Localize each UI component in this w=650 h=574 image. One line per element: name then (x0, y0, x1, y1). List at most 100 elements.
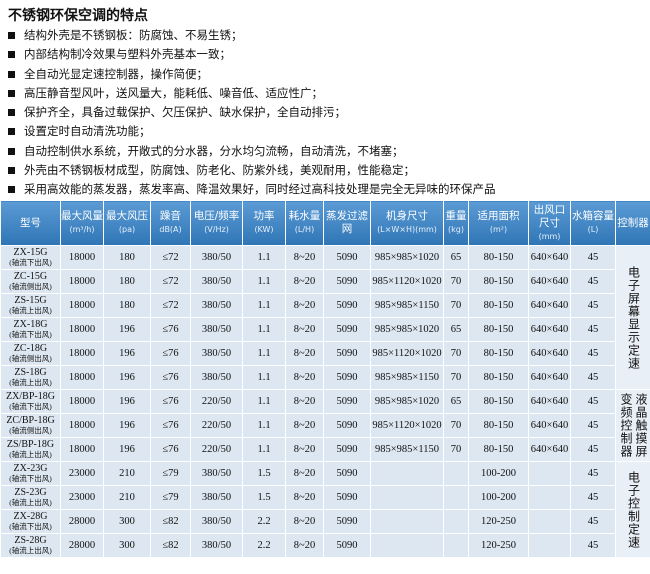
data-cell (370, 485, 444, 510)
table-row: ZS-23G (轴流上出风) 23000 210 ≤79 380/50 1.5 8~20 509… (0, 485, 650, 510)
data-cell: 5090 (323, 437, 371, 462)
data-cell: 985×985×1020 (370, 245, 444, 270)
data-cell: ≤72 (150, 245, 191, 270)
data-cell: 180 (103, 269, 151, 294)
data-cell: 80-150 (468, 365, 529, 390)
data-cell: 70 (443, 365, 469, 390)
data-cell: 8~20 (285, 533, 324, 558)
data-cell: 196 (103, 413, 151, 438)
data-cell: 45 (570, 341, 616, 366)
data-cell: 1.5 (242, 485, 286, 510)
header-name: 控制器 (617, 216, 649, 229)
header-name: 最大风压 (106, 210, 148, 222)
header-unit: (kg) (448, 225, 464, 234)
data-cell: 1.1 (242, 245, 286, 270)
data-cell: 70 (443, 293, 469, 318)
data-cell: 8~20 (285, 269, 324, 294)
data-cell: 8~20 (285, 365, 324, 390)
data-cell: 120-250 (468, 533, 529, 558)
table-row: ZX-18G (轴流下出风) 18000 196 ≤76 380/50 1.1 8~20 509… (0, 317, 650, 342)
header-unit: (pa) (118, 225, 136, 234)
table-row: ZX-23G (轴流下出风) 23000 210 ≤79 380/50 1.5 8~20 509… (0, 461, 650, 558)
data-cell: 1.5 (242, 461, 286, 486)
data-cell: 45 (570, 533, 616, 558)
data-cell: 640×640 (528, 413, 571, 438)
model-cell: ZS/BP-18G (轴流上出风) (0, 437, 61, 462)
model-cell: ZC/BP-18G (轴流侧出风) (0, 413, 61, 438)
data-cell: 65 (443, 317, 469, 342)
table-row: ZX-15G (轴流下出风) 18000 180 ≤72 380/50 1.1 8~20 509… (0, 245, 650, 390)
data-cell: 985×985×1020 (370, 389, 444, 414)
data-cell: 985×1120×1020 (370, 341, 444, 366)
header-name: 最大风量 (61, 210, 103, 222)
model-cell: ZX/BP-18G (轴流下出风) (0, 389, 61, 414)
data-cell: 380/50 (190, 485, 243, 510)
header-cell: 最大风量 (m³/h) (60, 200, 104, 246)
model-cell: ZX-18G (轴流下出风) (0, 317, 61, 342)
header-unit: (V/Hz) (204, 225, 229, 234)
model-name: ZX-28G (13, 510, 48, 522)
data-cell: 985×1120×1020 (370, 413, 444, 438)
header-row: 型号 最大风量 (m³/h) 最大风压 (pa) 躁音 dB(A) 电压/频率 (V/Hz) 功率… (0, 200, 650, 246)
model-cell: ZC-15G (轴流侧出风) (0, 269, 61, 294)
header-name: 电压/频率 (193, 210, 240, 222)
data-cell: 45 (570, 509, 616, 534)
controller-text: 液晶触摸屏 变频控制器 (618, 393, 648, 458)
data-cell: 210 (103, 461, 151, 486)
header-cell: 功率 (KW) (242, 200, 286, 246)
model-note: (轴流下出风) (9, 521, 52, 531)
data-cell: ≤72 (150, 293, 191, 318)
data-cell: 8~20 (285, 389, 324, 414)
model-note: (轴流下出风) (9, 401, 52, 411)
header-unit: (m³/h) (69, 225, 95, 234)
header-cell: 出风口尺寸 (mm) (528, 200, 571, 246)
model-cell: ZS-15G (轴流上出风) (0, 293, 61, 318)
header-unit: (L/H) (294, 225, 315, 234)
table-row: ZS-28G (轴流上出风) 28000 300 ≤82 380/50 2.2 8~20 509… (0, 533, 650, 558)
data-cell: 8~20 (285, 413, 324, 438)
data-cell: 80-150 (468, 437, 529, 462)
data-cell (528, 485, 571, 510)
header-name: 型号 (20, 216, 41, 229)
header-unit: (L×W×H)(mm) (377, 225, 437, 234)
data-cell: 196 (103, 389, 151, 414)
data-cell: 45 (570, 293, 616, 318)
model-note: (轴流下出风) (9, 329, 52, 339)
data-cell: 196 (103, 437, 151, 462)
data-cell: ≤76 (150, 365, 191, 390)
header-unit: dB(A) (159, 225, 182, 234)
title: 不锈钢环保空调的特点 (8, 8, 148, 24)
data-cell: 80-150 (468, 389, 529, 414)
controller-line: 液晶触摸屏 (634, 393, 648, 458)
data-cell: 80-150 (468, 293, 529, 318)
data-cell: 80-150 (468, 413, 529, 438)
data-cell: 2.2 (242, 533, 286, 558)
model-note: (轴流侧出风) (9, 353, 52, 363)
model-cell: ZS-18G (轴流上出风) (0, 365, 61, 390)
data-cell: 45 (570, 317, 616, 342)
data-cell: 8~20 (285, 461, 324, 486)
data-cell: 220/50 (190, 437, 243, 462)
spec-table: 型号 最大风量 (m³/h) 最大风压 (pa) 躁音 dB(A) 电压/频率 (V/Hz) 功率… (0, 200, 650, 558)
data-cell: 18000 (60, 341, 104, 366)
header-unit: (mm) (538, 231, 561, 241)
controller-line: 变频控制器 (619, 393, 633, 458)
feature-item: 自动控制供水系统，开敞式的分水器，分水均匀流畅，自动清洗，不堵塞； (8, 142, 496, 161)
data-cell: 45 (570, 389, 616, 414)
header-name: 水箱容量 (572, 210, 614, 222)
data-cell: 80-150 (468, 269, 529, 294)
data-cell: 45 (570, 245, 616, 270)
data-cell: 1.1 (242, 269, 286, 294)
data-cell: 640×640 (528, 269, 571, 294)
data-cell: 5090 (323, 533, 371, 558)
data-cell: 5090 (323, 269, 371, 294)
data-cell: 380/50 (190, 317, 243, 342)
header-cell: 耗水量 (L/H) (285, 200, 324, 246)
data-cell (370, 533, 444, 558)
model-cell: ZS-23G (轴流上出风) (0, 485, 61, 510)
model-cell: ZS-28G (轴流上出风) (0, 533, 61, 558)
data-cell: 380/50 (190, 533, 243, 558)
data-cell: 5090 (323, 509, 371, 534)
model-note: (轴流下出风) (9, 257, 52, 267)
